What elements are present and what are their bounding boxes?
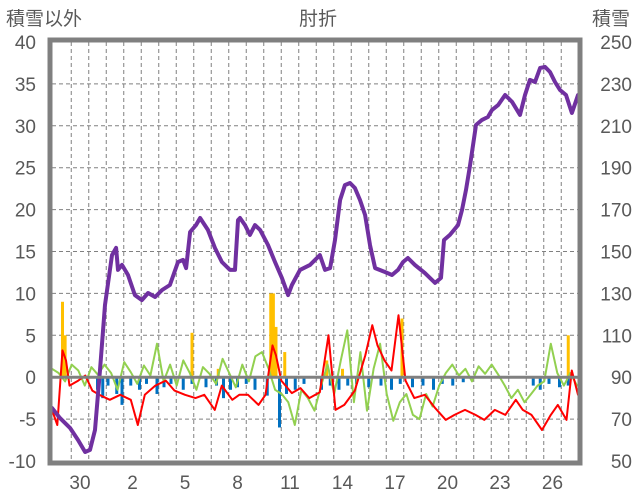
- left-tick-label: 0: [25, 368, 36, 389]
- orange-bar: [269, 293, 273, 378]
- right-tick-label: 230: [600, 75, 632, 96]
- left-tick-label: 20: [15, 201, 36, 222]
- left-axis-title: 積雪以外: [6, 8, 82, 30]
- right-tick-label: 190: [600, 159, 632, 180]
- blue-bar: [106, 377, 110, 386]
- right-tick-label: 130: [600, 284, 632, 305]
- blue-bar: [120, 377, 124, 405]
- left-tick-label: 25: [15, 159, 36, 180]
- right-axis-title: 積雪: [592, 8, 630, 30]
- left-tick-label: 15: [15, 243, 36, 264]
- orange-bar: [190, 332, 194, 378]
- plot-frame: [47, 37, 583, 466]
- blue-bar: [129, 377, 133, 386]
- blue-bar: [346, 377, 350, 386]
- right-tick-label: 250: [600, 33, 632, 54]
- x-tick-label: 5: [180, 473, 191, 494]
- left-tick-label: 40: [15, 33, 36, 54]
- x-tick-label: 20: [437, 473, 458, 494]
- x-tick-label: 14: [332, 473, 354, 494]
- orange-bar: [283, 352, 287, 378]
- blue-bar: [558, 377, 561, 388]
- blue-bar: [531, 377, 535, 386]
- right-tick-label: 110: [602, 326, 632, 347]
- left-tick-label: 30: [15, 117, 36, 138]
- orange-bar: [61, 301, 64, 378]
- right-tick-label: 210: [600, 117, 632, 138]
- right-tick-label: 50: [611, 452, 632, 473]
- red-line: [51, 314, 579, 431]
- right-tick-label: 70: [611, 410, 632, 431]
- left-tick-label: 5: [25, 326, 36, 347]
- orange-bar: [341, 368, 344, 378]
- blue-bar: [244, 377, 248, 384]
- blue-bar: [293, 377, 297, 390]
- blue-bar: [278, 377, 281, 428]
- snow-depth-line: [50, 64, 580, 454]
- plot-border: [47, 37, 583, 466]
- blue-bar: [421, 377, 425, 386]
- blue-bar: [390, 377, 393, 390]
- blue-bar: [328, 377, 332, 386]
- blue-bar: [138, 377, 141, 390]
- blue-bar: [337, 377, 341, 390]
- left-tick-label: -5: [19, 410, 36, 431]
- x-tick-label: 17: [384, 473, 405, 494]
- blue-bar: [181, 377, 185, 390]
- blue-bar: [204, 377, 208, 388]
- right-tick-label: 150: [600, 243, 632, 264]
- blue-bar: [169, 377, 173, 384]
- left-tick-label: 10: [15, 284, 36, 305]
- blue-bar: [367, 377, 371, 388]
- orange-bar: [274, 326, 278, 378]
- x-tick-label: 8: [232, 473, 243, 494]
- blue-bar: [566, 377, 570, 386]
- orange-bar: [566, 335, 570, 378]
- blue-bar: [379, 377, 383, 386]
- blue-bar: [253, 377, 257, 390]
- x-tick-label: 11: [280, 473, 300, 494]
- blue-bar: [398, 377, 402, 384]
- x-tick-label: 2: [127, 473, 138, 494]
- x-tick-label: 26: [542, 473, 563, 494]
- blue-bar: [411, 377, 414, 388]
- blue-bar: [302, 377, 306, 384]
- left-tick-label: 35: [15, 75, 36, 96]
- chart-title: 肘折: [299, 8, 337, 30]
- line-series: [50, 64, 580, 454]
- blue-bar: [451, 377, 455, 386]
- blue-bar: [461, 377, 465, 383]
- blue-bar: [229, 377, 232, 390]
- x-tick-label: 23: [489, 473, 510, 494]
- x-tick-label: 30: [69, 473, 90, 494]
- orange-bar: [271, 293, 275, 378]
- blue-bar: [145, 377, 148, 384]
- blue-bar: [547, 377, 551, 384]
- blue-bar: [432, 377, 435, 390]
- blue-bar: [101, 377, 105, 399]
- right-tick-label: 170: [600, 201, 632, 222]
- right-tick-label: 90: [611, 368, 632, 389]
- left-tick-label: -10: [9, 452, 36, 473]
